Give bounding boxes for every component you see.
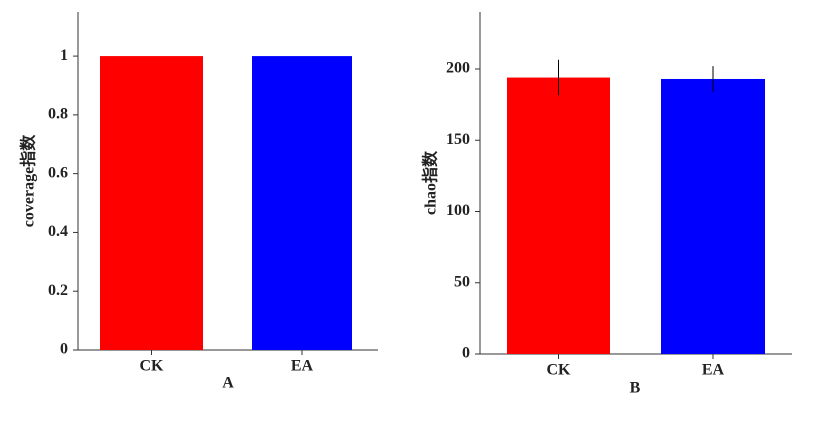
y-tick-label: 50 [454, 273, 470, 290]
x-tick-label: CK [547, 362, 572, 379]
y-tick-label: 0.8 [48, 106, 68, 123]
bar [252, 56, 352, 351]
x-tick-label: CK [140, 358, 165, 375]
y-axis-label: coverage指数 [19, 134, 38, 227]
caption: B [630, 380, 641, 397]
y-tick-label: 1 [60, 47, 68, 64]
bar [100, 56, 203, 351]
x-tick-label: EA [702, 362, 725, 379]
y-tick-label: 0.6 [48, 164, 68, 181]
y-tick-label: 0 [60, 341, 68, 358]
y-axis-label: chao指数 [421, 150, 440, 215]
caption: A [222, 375, 234, 392]
y-tick-label: 0.2 [48, 282, 68, 299]
x-tick-label: EA [291, 358, 314, 375]
bar [507, 77, 610, 355]
y-tick-label: 0 [462, 345, 470, 362]
y-tick-label: 200 [446, 60, 470, 77]
y-tick-label: 0.4 [48, 223, 68, 240]
y-tick-label: 150 [446, 131, 470, 148]
y-tick-label: 100 [446, 202, 470, 219]
bar [661, 78, 765, 354]
